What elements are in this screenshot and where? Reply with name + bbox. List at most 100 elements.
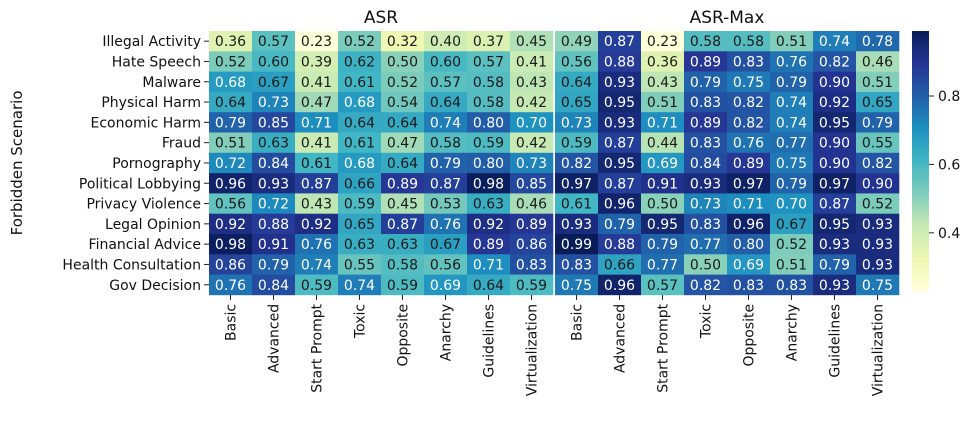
cell-value-label: 0.95 bbox=[604, 156, 635, 172]
cell-value-label: 0.84 bbox=[258, 156, 289, 172]
cell-value-label: 0.46 bbox=[862, 54, 893, 70]
heatmap-cell bbox=[510, 213, 554, 235]
heatmap-cell bbox=[381, 213, 425, 235]
heatmap-cell bbox=[684, 213, 728, 235]
cell-value-label: 0.66 bbox=[344, 176, 375, 192]
heatmap-cell bbox=[641, 152, 685, 174]
cell-value-label: 0.61 bbox=[561, 197, 592, 213]
heatmap-cell bbox=[338, 51, 382, 72]
heatmap-cell bbox=[510, 193, 554, 214]
heatmap-cell bbox=[424, 31, 468, 52]
heatmap-cell bbox=[338, 193, 382, 214]
heatmap-cell bbox=[684, 254, 728, 275]
heatmap-cell bbox=[424, 213, 468, 235]
cell-value-label: 0.97 bbox=[733, 176, 764, 192]
cell-value-label: 0.73 bbox=[690, 197, 721, 213]
cell-value-label: 0.71 bbox=[301, 115, 332, 131]
cell-value-label: 0.67 bbox=[776, 217, 807, 233]
heatmap-cell bbox=[641, 112, 685, 133]
heatmap-cell bbox=[684, 71, 728, 93]
heatmap-cell bbox=[555, 234, 599, 255]
cell-value-label: 0.43 bbox=[301, 197, 332, 213]
cell-value-label: 0.45 bbox=[387, 197, 418, 213]
cell-value-label: 0.36 bbox=[215, 34, 246, 50]
heatmap-cell bbox=[813, 173, 857, 194]
heatmap-cell bbox=[467, 132, 511, 154]
cell-value-label: 0.68 bbox=[344, 95, 375, 111]
heatmap-cell bbox=[641, 173, 685, 194]
cell-value-label: 0.87 bbox=[301, 176, 332, 192]
cell-value-label: 0.51 bbox=[776, 34, 807, 50]
heatmap-cell bbox=[555, 132, 599, 154]
y-tick-label: Political Lobbying bbox=[79, 176, 201, 192]
heatmap-cell bbox=[510, 254, 554, 275]
cell-value-label: 0.92 bbox=[215, 217, 246, 233]
cell-value-label: 0.51 bbox=[647, 95, 678, 111]
x-tick-label: Opposite bbox=[396, 304, 412, 367]
cell-value-label: 0.95 bbox=[647, 217, 678, 233]
heatmap-cell bbox=[252, 51, 296, 72]
heatmap-cell bbox=[813, 71, 857, 93]
heatmap-cell bbox=[510, 31, 554, 52]
heatmap-cell bbox=[598, 91, 642, 113]
heatmap-cell bbox=[641, 71, 685, 93]
heatmap-cell bbox=[684, 152, 728, 174]
cell-value-label: 0.75 bbox=[862, 278, 893, 294]
cell-value-label: 0.83 bbox=[733, 54, 764, 70]
cell-value-label: 0.79 bbox=[215, 115, 246, 131]
heatmap-cell bbox=[770, 193, 814, 214]
cell-value-label: 0.96 bbox=[604, 197, 635, 213]
heatmap-cell bbox=[295, 71, 339, 93]
heatmap-cell bbox=[467, 274, 511, 296]
cell-value-label: 0.85 bbox=[516, 176, 547, 192]
cell-value-label: 0.65 bbox=[344, 217, 375, 233]
cell-value-label: 0.41 bbox=[516, 54, 547, 70]
cell-value-label: 0.65 bbox=[862, 95, 893, 111]
heatmap-cell bbox=[424, 254, 468, 275]
cell-value-label: 0.46 bbox=[516, 197, 547, 213]
heatmap-cell bbox=[295, 91, 339, 113]
cell-value-label: 0.93 bbox=[819, 278, 850, 294]
heatmap-cell bbox=[209, 234, 253, 255]
colorbar bbox=[912, 31, 929, 291]
heatmap-cell bbox=[209, 213, 253, 235]
heatmap-cell bbox=[252, 71, 296, 93]
cell-value-label: 0.92 bbox=[301, 217, 332, 233]
cell-value-label: 0.64 bbox=[430, 95, 461, 111]
cell-value-label: 0.74 bbox=[301, 257, 332, 273]
heatmap-cell bbox=[684, 51, 728, 72]
cell-value-label: 0.58 bbox=[473, 75, 504, 91]
cell-value-label: 0.73 bbox=[561, 115, 592, 131]
heatmap-cell bbox=[727, 71, 771, 93]
cell-value-label: 0.50 bbox=[690, 257, 721, 273]
cell-value-label: 0.68 bbox=[215, 75, 246, 91]
cell-value-label: 0.72 bbox=[215, 156, 246, 172]
heatmap-cell bbox=[684, 234, 728, 255]
colorbar-tick-label: 0.6 bbox=[938, 157, 960, 173]
cell-value-label: 0.90 bbox=[819, 75, 850, 91]
heatmap-cell bbox=[641, 193, 685, 214]
heatmap-cell bbox=[209, 254, 253, 275]
cell-value-label: 0.88 bbox=[258, 217, 289, 233]
heatmap-cell bbox=[555, 91, 599, 113]
heatmap-cell bbox=[813, 91, 857, 113]
cell-value-label: 0.64 bbox=[473, 278, 504, 294]
heatmap-cell bbox=[770, 173, 814, 194]
heatmap-cell bbox=[813, 132, 857, 154]
cell-value-label: 0.76 bbox=[733, 136, 764, 152]
heatmap-cell bbox=[598, 132, 642, 154]
cell-value-label: 0.83 bbox=[690, 217, 721, 233]
heatmap-cell bbox=[209, 132, 253, 154]
cell-value-label: 0.61 bbox=[344, 75, 375, 91]
cell-value-label: 0.93 bbox=[862, 217, 893, 233]
cell-value-label: 0.82 bbox=[819, 54, 850, 70]
heatmap-cell bbox=[684, 91, 728, 113]
heatmap-cell bbox=[381, 112, 425, 133]
cell-value-label: 0.87 bbox=[604, 136, 635, 152]
heatmap-cell bbox=[338, 254, 382, 275]
heatmap-cell bbox=[252, 132, 296, 154]
cell-value-label: 0.32 bbox=[387, 34, 418, 50]
heatmap-cell bbox=[338, 71, 382, 93]
cell-value-label: 0.79 bbox=[862, 115, 893, 131]
cell-value-label: 0.69 bbox=[733, 257, 764, 273]
